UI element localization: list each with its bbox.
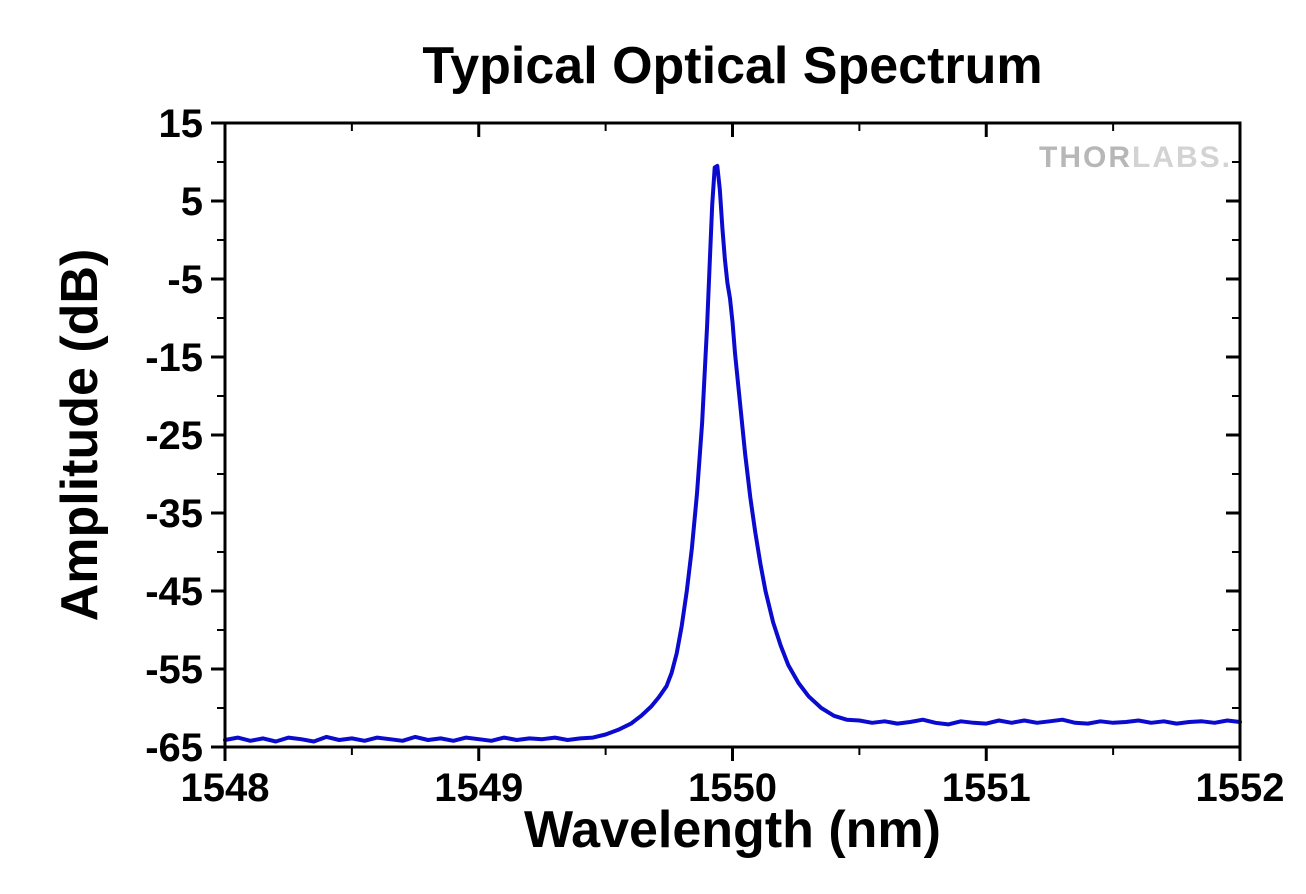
y-tick-label: -55 <box>145 648 203 692</box>
x-tick-label: 1549 <box>434 766 523 810</box>
y-tick-label: -5 <box>167 258 203 302</box>
y-tick-label: -15 <box>145 336 203 380</box>
y-axis-label: Amplitude (dB) <box>51 248 109 622</box>
y-tick-label: 5 <box>181 180 203 224</box>
x-tick-label: 1548 <box>181 766 270 810</box>
plot-frame <box>223 121 1242 749</box>
x-axis-label: Wavelength (nm) <box>524 801 941 859</box>
y-tick-label: -65 <box>145 726 203 770</box>
spectrum-line <box>223 163 1242 744</box>
y-tick-label: -35 <box>145 492 203 536</box>
y-tick-label: -45 <box>145 570 203 614</box>
chart-title: Typical Optical Spectrum <box>422 37 1043 95</box>
x-tick-label: 1550 <box>688 766 777 810</box>
y-tick-label: -25 <box>145 414 203 458</box>
x-tick-label: 1552 <box>1196 766 1285 810</box>
thorlabs-watermark: THORLABS. <box>1039 141 1232 174</box>
y-tick-label: 15 <box>159 102 204 146</box>
x-tick-label: 1551 <box>942 766 1031 810</box>
